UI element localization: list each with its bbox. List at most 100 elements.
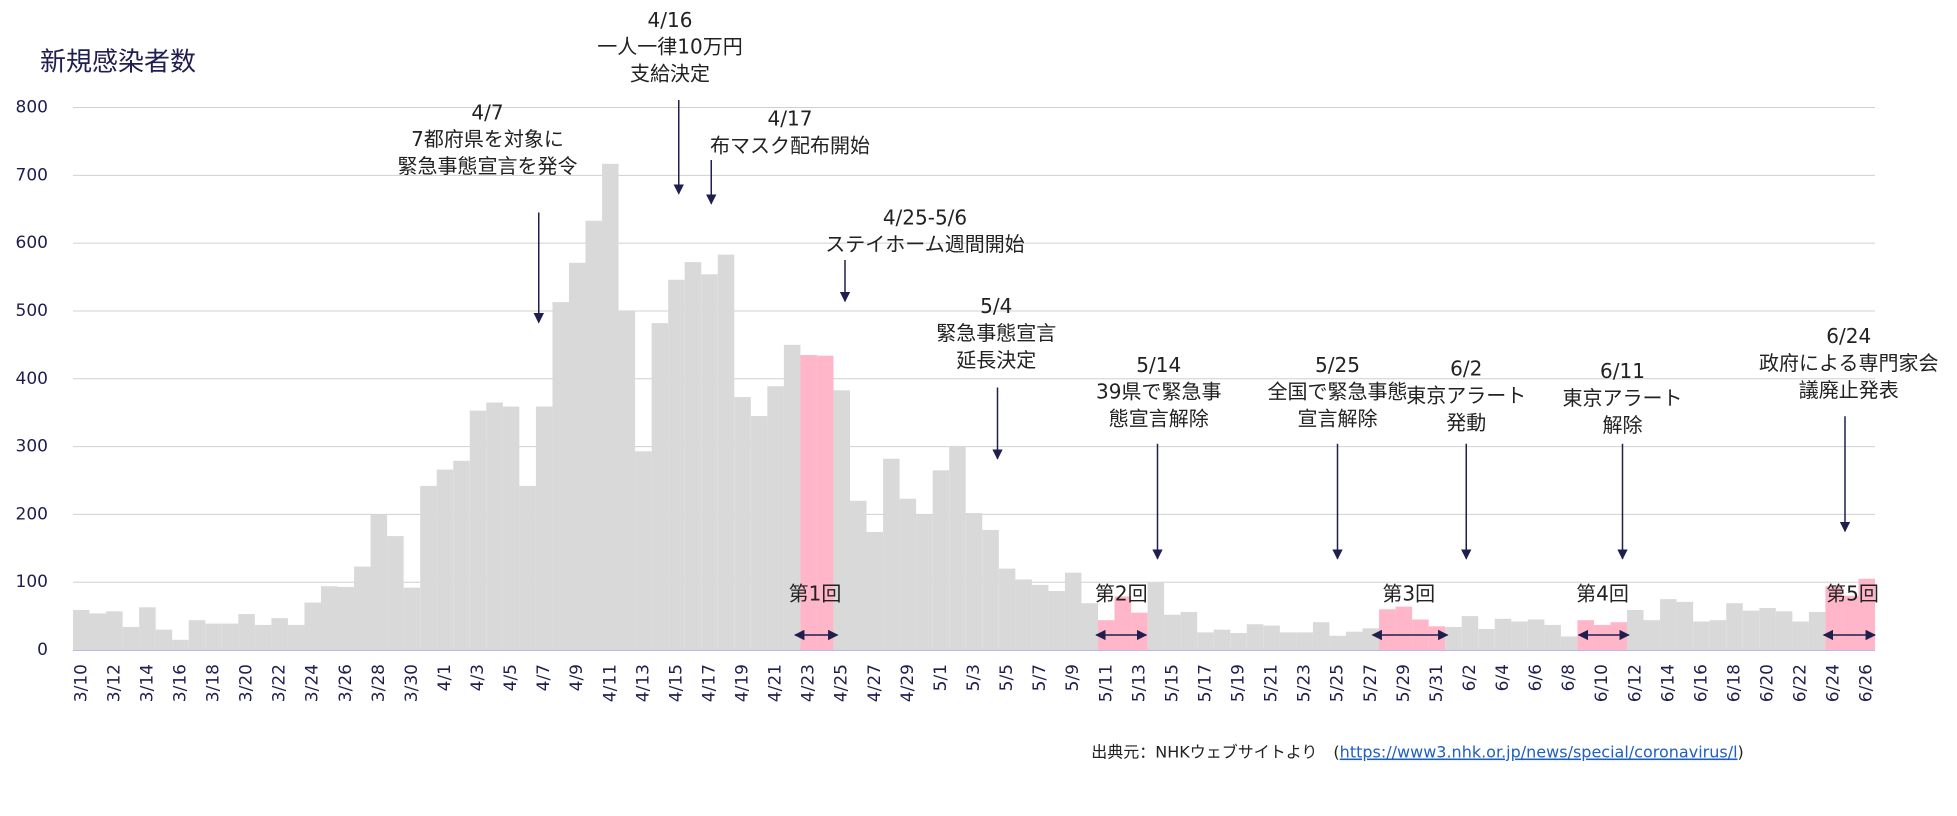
bar — [205, 623, 222, 650]
bar — [916, 514, 933, 650]
x-tick-label: 4/7 — [534, 664, 554, 691]
bar — [1461, 616, 1479, 650]
y-tick-label: 100 — [16, 572, 48, 592]
x-tick-label: 5/11 — [1096, 664, 1116, 702]
y-tick-label: 200 — [16, 504, 48, 524]
bar — [1742, 610, 1760, 650]
bar — [1213, 629, 1231, 650]
x-tick-label: 6/26 — [1857, 664, 1877, 702]
bar — [1494, 618, 1512, 650]
x-tick-label: 5/25 — [1328, 664, 1348, 702]
x-tick-label: 3/20 — [237, 664, 257, 702]
x-tick-label: 3/28 — [369, 664, 389, 702]
bar — [1279, 632, 1297, 650]
annotation-text: 緊急事態宣言 — [936, 321, 1056, 345]
bar — [734, 397, 751, 650]
x-tick-label: 5/17 — [1195, 664, 1215, 702]
bar — [1544, 624, 1561, 650]
bar — [1610, 622, 1628, 650]
annotation-text: 5/14 — [1136, 353, 1181, 377]
bar — [1015, 579, 1032, 650]
x-tick-label: 4/21 — [766, 664, 786, 702]
annotation-text: 6/24 — [1826, 324, 1871, 348]
x-tick-label: 5/5 — [997, 664, 1017, 691]
bar — [1478, 628, 1495, 650]
annotation-text: 5/25 — [1315, 353, 1360, 377]
bar — [502, 406, 520, 650]
bar — [651, 323, 669, 650]
bar — [1709, 620, 1727, 650]
bar — [172, 639, 189, 650]
source-link[interactable]: https://www3.nhk.or.jp/news/special/coro… — [1340, 742, 1738, 761]
bar — [1362, 628, 1380, 650]
round-label: 第3回 — [1382, 582, 1435, 606]
bar — [783, 344, 801, 650]
source: 出典元：NHKウェブサイトより (https://www3.nhk.or.jp/… — [1091, 742, 1744, 761]
bar — [436, 469, 454, 650]
bar — [602, 163, 619, 651]
bar — [155, 629, 173, 650]
bar — [1345, 631, 1363, 650]
annotation-text: 東京アラート — [1563, 386, 1683, 410]
bar — [1147, 582, 1165, 650]
bar — [1246, 624, 1264, 650]
x-tick-label: 6/14 — [1658, 664, 1678, 702]
x-tick-label: 5/23 — [1295, 664, 1315, 702]
bar — [850, 500, 867, 650]
x-tick-label: 3/18 — [204, 664, 224, 702]
bar — [188, 620, 206, 650]
bar — [469, 410, 487, 650]
bar — [618, 310, 636, 650]
x-tick-label: 3/10 — [71, 664, 91, 702]
annotation-text: ステイホーム週間開始 — [825, 232, 1024, 256]
bar — [1808, 612, 1826, 650]
bar — [337, 586, 355, 650]
x-tick-label: 4/23 — [799, 664, 819, 702]
bar — [370, 514, 388, 650]
x-tick-label: 6/8 — [1559, 664, 1579, 691]
y-tick-label: 300 — [16, 437, 48, 457]
annotation-text: 布マスク配布開始 — [710, 133, 870, 157]
bar — [552, 302, 569, 650]
y-tick-label: 400 — [16, 369, 48, 389]
annotation-text: 宣言解除 — [1298, 407, 1378, 431]
annotation-text: 緊急事態宣言を発令 — [398, 154, 578, 178]
bar — [106, 611, 123, 650]
source-close: ) — [1738, 742, 1744, 761]
bar — [1527, 619, 1545, 650]
x-tick-label: 5/19 — [1229, 664, 1249, 702]
bar — [750, 416, 768, 650]
annotation-text: 東京アラート — [1406, 383, 1526, 407]
bar — [1180, 612, 1198, 650]
x-tick-label: 6/16 — [1691, 664, 1711, 702]
annotation-text: 39県で緊急事 — [1096, 380, 1221, 404]
bar — [1693, 621, 1710, 650]
bar — [1775, 611, 1793, 650]
bar — [1230, 633, 1247, 650]
x-tick-label: 6/10 — [1592, 664, 1612, 702]
annotation-text: 7都府県を対象に — [411, 127, 564, 151]
x-tick-label: 5/29 — [1394, 664, 1414, 702]
x-tick-label: 6/24 — [1824, 664, 1844, 702]
bar — [1627, 609, 1644, 650]
annotation-text: 4/25-5/6 — [883, 205, 967, 229]
bar — [899, 498, 917, 650]
annotation-text: 4/17 — [768, 107, 813, 131]
x-tick-label: 6/2 — [1460, 664, 1480, 691]
bar — [1131, 612, 1148, 650]
y-tick-label: 0 — [37, 640, 48, 660]
y-tick-label: 500 — [16, 301, 48, 321]
x-tick-label: 4/3 — [468, 664, 488, 691]
x-tick-label: 3/24 — [303, 664, 323, 702]
x-tick-label: 4/27 — [865, 664, 885, 702]
bar — [1048, 591, 1065, 650]
bar — [320, 586, 338, 650]
annotation-text: 態宣言解除 — [1109, 407, 1209, 431]
bar — [932, 470, 950, 650]
round-label: 第2回 — [1095, 582, 1148, 606]
annotation-text: 全国で緊急事態 — [1268, 380, 1408, 404]
x-tick-label: 3/22 — [270, 664, 290, 702]
annotation-text: 6/2 — [1450, 357, 1482, 381]
source-text: 出典元：NHKウェブサイトより ( — [1091, 742, 1339, 761]
round-label: 第1回 — [789, 582, 842, 606]
